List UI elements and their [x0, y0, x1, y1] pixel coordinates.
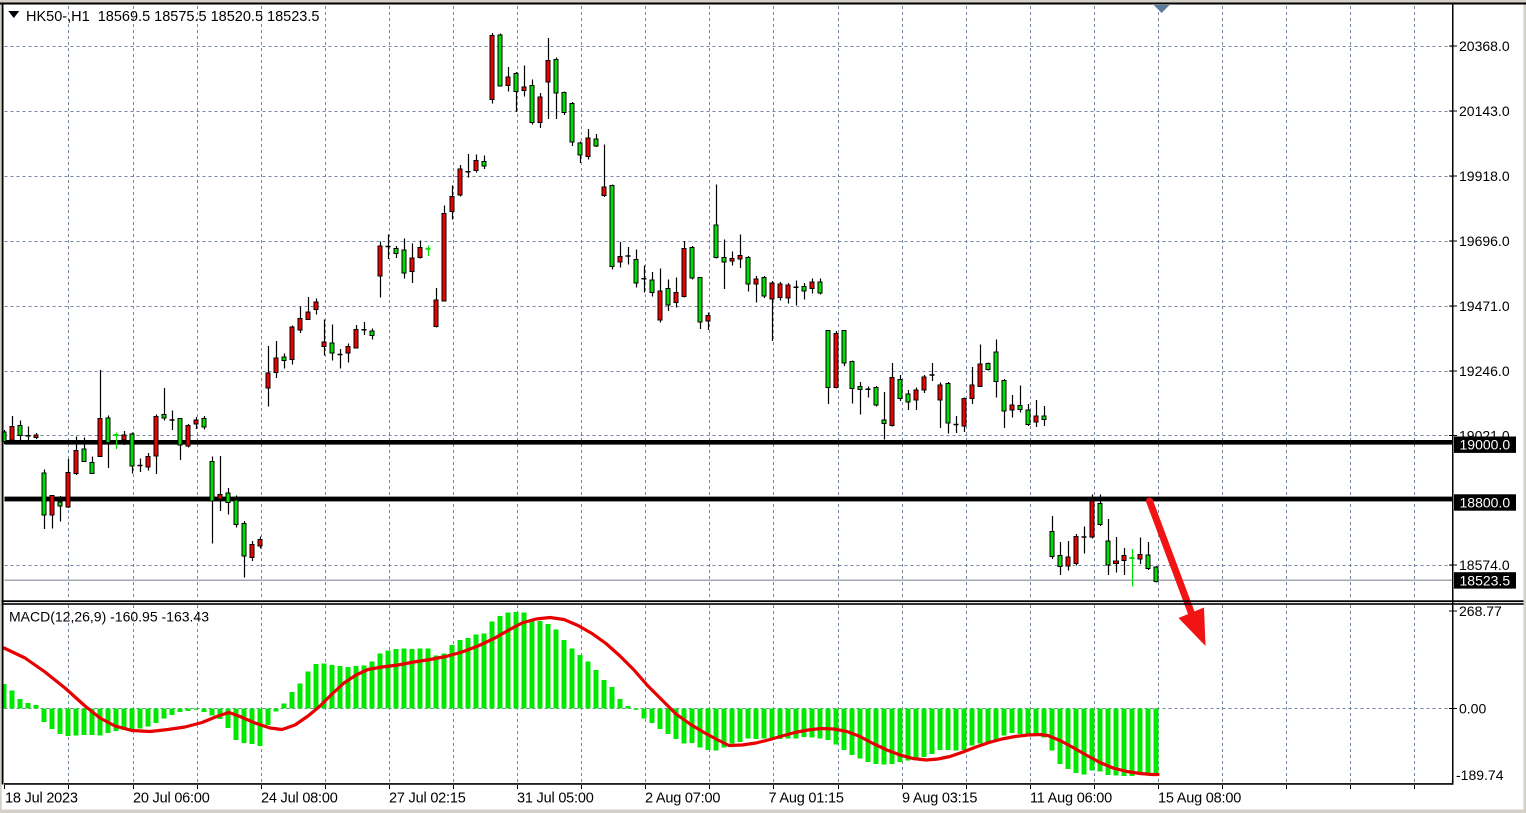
svg-text:11 Aug 06:00: 11 Aug 06:00	[1030, 791, 1112, 807]
svg-text:27 Jul 02:15: 27 Jul 02:15	[389, 791, 466, 807]
svg-text:20143.0: 20143.0	[1459, 103, 1510, 119]
svg-text:19918.0: 19918.0	[1459, 168, 1510, 184]
svg-text:20 Jul 06:00: 20 Jul 06:00	[133, 791, 210, 807]
svg-text:-189.74: -189.74	[1456, 767, 1504, 783]
svg-text:19246.0: 19246.0	[1459, 363, 1510, 379]
svg-text:19471.0: 19471.0	[1459, 298, 1510, 314]
svg-text:24 Jul 08:00: 24 Jul 08:00	[261, 791, 338, 807]
svg-text:18800.0: 18800.0	[1460, 494, 1511, 510]
svg-text:19000.0: 19000.0	[1460, 437, 1511, 453]
svg-text:20368.0: 20368.0	[1459, 38, 1510, 54]
svg-text:18523.5: 18523.5	[1460, 572, 1511, 588]
svg-text:MACD(12,26,9) -160.95 -163.43: MACD(12,26,9) -160.95 -163.43	[9, 609, 209, 625]
svg-text:0.00: 0.00	[1459, 700, 1486, 716]
svg-text:9 Aug 03:15: 9 Aug 03:15	[902, 791, 977, 807]
svg-text:18574.0: 18574.0	[1459, 557, 1510, 573]
svg-text:7 Aug 01:15: 7 Aug 01:15	[769, 791, 844, 807]
svg-text:18 Jul 2023: 18 Jul 2023	[5, 791, 78, 807]
svg-text:268.77: 268.77	[1459, 603, 1502, 619]
svg-text:HK50-,H1 18569.5 18575.5 1852: HK50-,H1 18569.5 18575.5 18520.5 18523.5	[26, 9, 319, 25]
svg-text:15 Aug 08:00: 15 Aug 08:00	[1158, 791, 1241, 807]
svg-text:31 Jul 05:00: 31 Jul 05:00	[517, 791, 594, 807]
svg-text:19696.0: 19696.0	[1459, 233, 1510, 249]
svg-text:2 Aug 07:00: 2 Aug 07:00	[645, 791, 720, 807]
